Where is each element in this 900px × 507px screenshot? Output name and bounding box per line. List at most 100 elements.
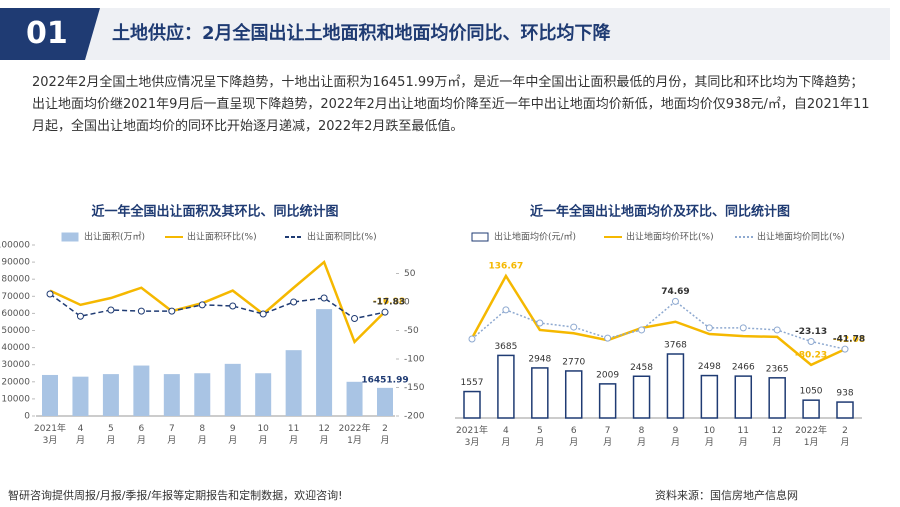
line-point	[137, 307, 145, 315]
data-label: 3685	[494, 342, 517, 352]
x-tick-part: 11	[738, 426, 749, 436]
x-tick-part: 3月	[465, 437, 480, 448]
bar	[463, 390, 481, 419]
data-label: -23.13	[795, 327, 827, 337]
bar	[531, 367, 549, 419]
line-point	[107, 306, 115, 314]
x-tick-label: 12 月	[318, 424, 329, 446]
y-tick-label: 70000	[1, 292, 30, 302]
series-line	[49, 293, 386, 320]
x-tick-label: 2022年 1月	[795, 424, 827, 448]
y-tick-label: 90000	[1, 258, 30, 268]
chart-title: 近一年全国出让面积及其环比、同比统计图	[91, 204, 338, 220]
series-line	[49, 260, 386, 345]
data-label: 3768	[664, 341, 687, 351]
legend-swatch	[471, 232, 489, 242]
data-label: 2365	[766, 364, 789, 374]
bar	[102, 374, 119, 416]
x-tick-label: 10 月	[257, 424, 269, 446]
x-tick-label: 2022年 1月	[339, 422, 371, 446]
x-tick-part: 6	[571, 426, 577, 436]
data-label: -41.78	[833, 335, 865, 345]
x-tick-part: 月	[773, 437, 782, 448]
x-tick-part: 2022年	[339, 422, 371, 434]
x-tick-part: 8	[199, 424, 205, 434]
data-label: -17.83	[373, 298, 405, 308]
line-point	[381, 308, 389, 316]
x-tick-label: 12 月	[771, 426, 782, 448]
data-label: -42.08	[833, 335, 865, 345]
x-tick-part: 月	[259, 435, 268, 446]
x-tick-part: 月	[167, 435, 176, 446]
line-point	[290, 298, 298, 306]
line-point	[604, 334, 612, 342]
line-point	[259, 310, 267, 318]
x-tick-part: 4	[503, 426, 509, 436]
x-tick-part: 11	[288, 424, 299, 434]
data-label: 2466	[732, 363, 755, 373]
line-point	[198, 301, 206, 309]
x-tick-part: 1月	[804, 437, 819, 448]
data-label: 2498	[698, 362, 721, 372]
bar	[700, 374, 719, 419]
bar	[377, 387, 393, 416]
line-point	[841, 345, 849, 353]
x-tick-part: 2	[842, 426, 848, 436]
x-tick-part: 月	[535, 437, 544, 448]
legend-label: 出让地面均价(元/㎡)	[494, 231, 576, 243]
x-tick-part: 月	[637, 437, 646, 448]
data-label: 2948	[528, 354, 551, 364]
line-point	[671, 297, 679, 305]
line-point	[638, 326, 646, 334]
data-label: 2009	[596, 370, 619, 380]
x-tick-part: 7	[169, 424, 175, 434]
y2-tick-label: -200	[404, 412, 425, 422]
paragraph: 2022年2月全国土地供应情况呈下降趋势，十地出让面积为16451.99万㎡，是…	[32, 75, 870, 134]
header-title: 土地供应：2月全国出让土地面积和地面均价同比、环比均下降	[112, 23, 611, 44]
legend-label: 出让面积(万㎡)	[84, 231, 145, 243]
x-tick-part: 月	[739, 437, 748, 448]
x-tick-part: 12	[771, 426, 782, 436]
legend-swatch	[61, 232, 79, 242]
legend-label: 出让面积环比(%)	[187, 231, 257, 243]
x-tick-part: 月	[137, 435, 146, 446]
x-tick-part: 月	[380, 435, 389, 446]
x-tick-part: 10	[704, 426, 716, 436]
y-tick-label: 20000	[1, 377, 30, 387]
line-point	[76, 312, 84, 320]
x-tick-part: 月	[569, 437, 578, 448]
line-point	[351, 315, 359, 323]
x-tick-part: 3月	[43, 435, 58, 446]
data-label: 1050	[800, 387, 823, 397]
y2-tick-label: 0	[404, 298, 410, 308]
y2-tick-label: 50	[404, 269, 416, 279]
section-number: 01	[0, 8, 100, 60]
line-point	[570, 323, 578, 331]
footer-left: 智研咨询提供周报/月报/季报/年报等定期报告和定制数据，欢迎咨询!	[8, 489, 343, 502]
y-tick-label: 10000	[1, 394, 30, 404]
data-label: -16.98	[373, 297, 405, 307]
x-tick-label: 2021年 3月	[456, 424, 488, 448]
x-tick-part: 9	[673, 426, 679, 436]
y-tick-label: 30000	[1, 360, 30, 370]
data-label: -80.23	[795, 350, 827, 360]
bar	[255, 373, 272, 416]
bar	[598, 383, 617, 419]
data-label: 136.67	[489, 261, 524, 271]
x-tick-part: 月	[289, 435, 298, 446]
y-tick-label: 60000	[1, 309, 30, 319]
data-label: 2458	[630, 363, 653, 373]
bar	[72, 376, 89, 416]
x-tick-part: 9	[230, 424, 236, 434]
line-point	[807, 337, 815, 345]
bar	[42, 374, 58, 416]
x-tick-part: 月	[501, 437, 510, 448]
series-line	[470, 273, 846, 367]
